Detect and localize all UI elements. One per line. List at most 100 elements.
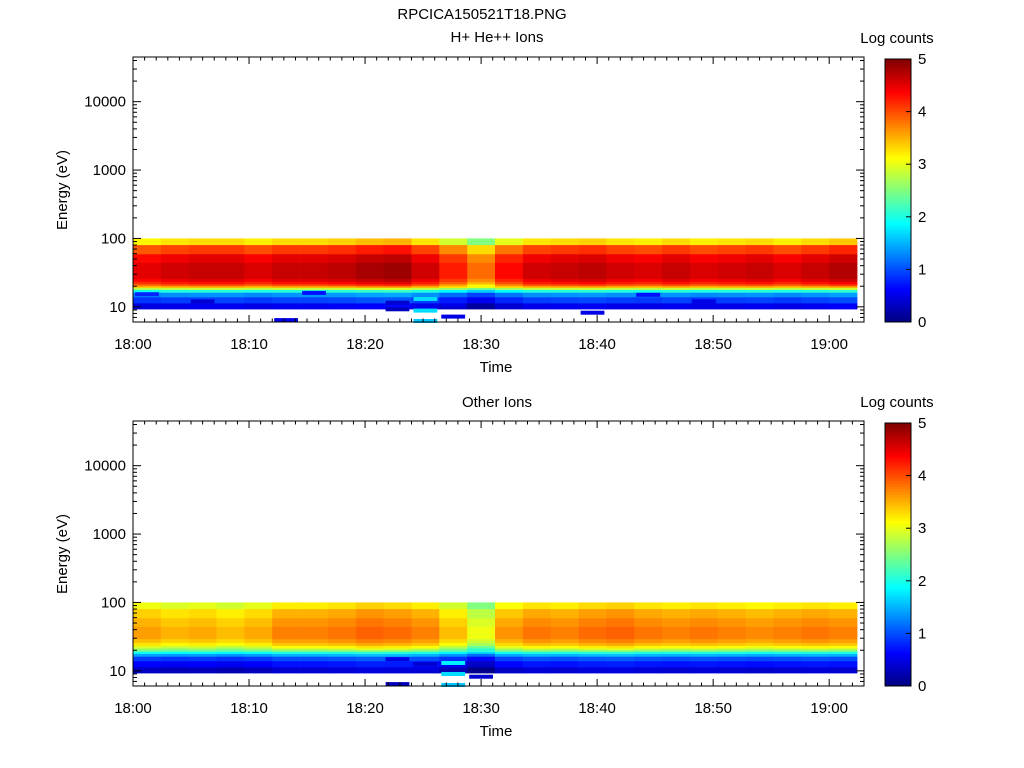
spectrogram-cell xyxy=(327,284,357,287)
spectrogram-cell xyxy=(829,608,858,619)
spectrogram-cell xyxy=(355,656,384,662)
spectrogram-cell xyxy=(801,667,830,674)
spectrogram-cell xyxy=(467,289,496,293)
spectrogram-cell xyxy=(606,645,635,649)
spectrogram-cell xyxy=(550,651,579,654)
spectrogram-cell xyxy=(578,244,607,255)
spectrogram-cell xyxy=(467,650,496,652)
spectrogram-cell xyxy=(439,650,468,652)
spectrogram-cell xyxy=(272,608,301,619)
spectrogram-cell xyxy=(467,278,496,282)
colorbar-tick-label: 4 xyxy=(918,468,926,485)
spectrogram-cell xyxy=(745,238,774,246)
spectrogram-cell xyxy=(522,656,552,662)
spectrogram-cell xyxy=(606,667,635,674)
spectrogram-cell xyxy=(355,278,384,282)
spectrogram-cell xyxy=(355,633,384,640)
colorbar-swatch xyxy=(885,664,911,669)
spectrogram-cell xyxy=(355,648,384,651)
spectrogram-cell xyxy=(495,645,524,649)
spectrogram-cell xyxy=(160,284,189,287)
spectrogram-cell xyxy=(522,653,552,657)
colorbar-swatch xyxy=(885,628,911,632)
spectrogram-cell xyxy=(133,286,162,288)
spectrogram-cell xyxy=(829,284,858,287)
spectrogram-cell xyxy=(300,638,329,643)
colorbar-swatch xyxy=(885,208,911,213)
spectrogram-cell xyxy=(160,633,189,640)
spectrogram-cell xyxy=(467,292,496,298)
spectrogram-cell xyxy=(439,262,468,270)
spectrogram-cell xyxy=(801,648,830,651)
spectrogram-cell xyxy=(160,269,189,276)
spectrogram-dropout-cell xyxy=(636,292,661,297)
spectrogram-cell xyxy=(690,608,719,619)
colorbar-swatch xyxy=(885,169,911,173)
spectrogram-cell xyxy=(188,281,217,285)
spectrogram-cell xyxy=(606,296,635,304)
spectrogram-cell xyxy=(773,608,802,619)
spectrogram-cell xyxy=(160,296,189,304)
colorbar-swatch xyxy=(885,649,911,653)
spectrogram-cell xyxy=(383,648,412,651)
colorbar-swatch xyxy=(885,549,911,553)
colorbar-swatch xyxy=(885,229,911,234)
figure-title: RPCICA150521T18.PNG xyxy=(397,6,566,23)
spectrogram-cell xyxy=(662,284,691,287)
spectrogram-cell xyxy=(522,278,552,282)
spectrogram-cell xyxy=(327,633,357,640)
spectrogram-dropout-cell xyxy=(385,300,410,305)
spectrogram-cell xyxy=(300,608,329,619)
spectrogram-cell xyxy=(244,238,273,246)
spectrogram-cell xyxy=(773,281,802,285)
colorbar-swatch xyxy=(885,528,911,532)
spectrogram-cell xyxy=(634,626,663,634)
spectrogram-cell xyxy=(550,626,579,634)
spectrogram-cell xyxy=(801,292,830,298)
spectrogram-cell xyxy=(829,287,858,290)
spectrogram-cell xyxy=(160,667,189,674)
spectrogram-cell xyxy=(773,667,802,674)
spectrogram-cell xyxy=(522,269,552,276)
spectrogram-cell xyxy=(160,238,189,246)
spectrogram-cell xyxy=(467,633,496,640)
spectrogram-cell xyxy=(216,262,245,270)
spectrogram-cell xyxy=(578,287,607,290)
spectrogram-cell xyxy=(300,254,329,263)
spectrogram-cell xyxy=(133,287,162,290)
spectrogram-cell xyxy=(634,254,663,263)
colorbar-swatch xyxy=(885,659,911,663)
spectrogram-cell xyxy=(550,660,579,668)
colorbar-swatch xyxy=(885,578,911,582)
colorbar-swatch xyxy=(885,499,911,503)
spectrogram-cell xyxy=(495,656,524,662)
spectrogram-cell xyxy=(383,602,412,610)
colorbar-swatch xyxy=(885,274,911,278)
spectrogram-dropout-cell xyxy=(413,662,438,666)
spectrogram-cell xyxy=(690,645,719,649)
axes-ticks: 18:00 18:10 18:20 18:30 18:40 18:50 19:00 10 100… xyxy=(84,421,865,717)
spectrogram-cell xyxy=(439,287,468,290)
colorbar-swatch xyxy=(885,295,911,299)
spectrogram-cell xyxy=(634,656,663,662)
spectrogram-cell xyxy=(634,296,663,304)
spectrogram-cell xyxy=(801,656,830,662)
spectrogram-cell xyxy=(773,303,802,310)
spectrogram-cell xyxy=(327,303,357,310)
spectrogram-cell xyxy=(522,667,552,674)
spectrogram-cell xyxy=(578,660,607,668)
spectrogram-cell xyxy=(522,626,552,634)
spectrogram-cell xyxy=(550,648,579,651)
spectrogram-cell xyxy=(244,638,273,643)
x-tick-label: 18:50 xyxy=(694,336,732,353)
colorbar-label: Log counts xyxy=(860,30,933,47)
colorbar-swatch xyxy=(885,643,911,648)
spectrogram-cell xyxy=(439,626,468,634)
colorbar-swatch xyxy=(885,620,911,624)
spectrogram-cell xyxy=(355,284,384,287)
spectrogram-cell xyxy=(160,244,189,255)
spectrogram-cell xyxy=(133,284,162,287)
spectrogram-cell xyxy=(467,284,496,287)
spectrogram-cell xyxy=(690,648,719,651)
colorbar-swatch xyxy=(885,82,911,86)
